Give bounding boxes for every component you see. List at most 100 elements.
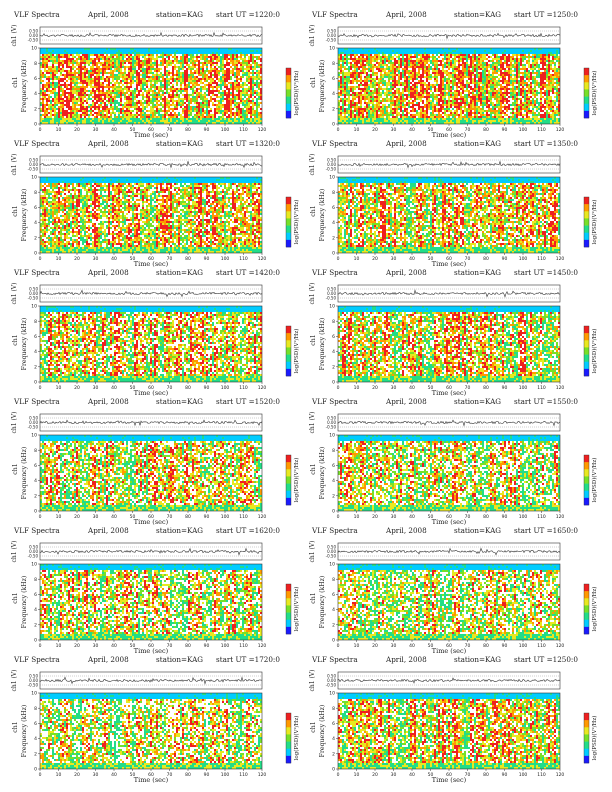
time-tick-label: 100 [519, 385, 528, 391]
colorbar-segment [584, 469, 589, 477]
panel-start-ut: start UT =1550:0 [514, 397, 578, 406]
ch1-trace [39, 419, 263, 427]
colorbar-segment [286, 462, 291, 470]
colorbar-segment [286, 82, 291, 90]
panel-date: April, 2008 [87, 139, 129, 148]
time-tick-label: 40 [409, 127, 415, 133]
time-tick-label: 120 [556, 514, 565, 520]
ch-tick-label: 0.00 [327, 291, 336, 296]
ch-tick-label: 0.00 [327, 678, 336, 683]
time-tick-label: 40 [409, 514, 415, 520]
time-tick-label: 20 [74, 385, 80, 391]
spectrogram-panel: VLF Spectra April, 2008 station=KAG start U… [304, 266, 604, 397]
colorbar-segment [286, 720, 291, 728]
freq-tick-label: 0 [332, 380, 335, 386]
time-tick-label: 90 [502, 256, 508, 262]
time-tick-label: 70 [465, 256, 471, 262]
time-tick-label: 20 [372, 385, 378, 391]
ch-tick-label: -0.50 [326, 554, 337, 559]
colorbar-segment [584, 455, 589, 463]
freq-tick-label: 10 [31, 433, 37, 439]
colorbar-segment [286, 68, 291, 76]
time-tick-label: 50 [130, 385, 136, 391]
panel-date: April, 2008 [87, 10, 129, 19]
freq-tick-label: 2 [332, 235, 335, 241]
colorbar-label: log(PSD)(V²/Hz) [293, 587, 300, 632]
spectrogram-panel: VLF Spectra April, 2008 station=KAG start U… [6, 395, 306, 526]
time-tick-label: 120 [258, 643, 267, 649]
time-tick-label: 90 [502, 772, 508, 778]
panel-start-ut: start UT =1350:0 [514, 139, 578, 148]
ch-axis-label: ch1 (V) [309, 541, 316, 563]
time-tick-label: 0 [39, 643, 42, 649]
colorbar-segment [286, 368, 291, 377]
colorbar-segment [286, 347, 291, 355]
time-axis-label: Time (sec) [134, 776, 169, 784]
colorbar-segment [584, 720, 589, 728]
time-tick-label: 90 [204, 643, 210, 649]
panel-station: station=KAG [156, 526, 203, 535]
spectrogram-panel: VLF Spectra April, 2008 station=KAG start U… [304, 395, 604, 526]
time-tick-label: 110 [239, 772, 248, 778]
ch-tick-label: 0.50 [29, 287, 38, 292]
freq-tick-label: 10 [329, 562, 335, 568]
panel-station: station=KAG [156, 268, 203, 277]
time-tick-label: 110 [537, 385, 546, 391]
spectrogram-panel: VLF Spectra April, 2008 station=KAG start U… [6, 653, 306, 784]
colorbar-segment [584, 204, 589, 212]
trace-frame [39, 284, 263, 303]
colorbar-frame [583, 325, 590, 377]
freq-axis-prefix: ch1 [310, 592, 317, 603]
freq-axis-prefix: ch1 [12, 334, 19, 345]
freq-tick-label: 10 [329, 304, 335, 310]
time-tick-label: 70 [167, 256, 173, 262]
spectrogram-panel: VLF Spectra April, 2008 station=KAG start U… [6, 137, 306, 268]
time-tick-label: 70 [167, 385, 173, 391]
colorbar-segment [286, 103, 291, 112]
trace-frame [39, 155, 263, 174]
colorbar-frame [583, 583, 590, 635]
colorbar-label: log(PSD)(V²/Hz) [293, 329, 300, 374]
colorbar-segment [584, 239, 589, 248]
colorbar-label: log(PSD)(V²/Hz) [591, 458, 598, 503]
time-tick-label: 80 [185, 643, 191, 649]
time-axis-label: Time (sec) [134, 518, 169, 526]
colorbar-segment [584, 110, 589, 119]
ch-axis-label: ch1 (V) [309, 412, 316, 434]
time-tick-label: 20 [74, 514, 80, 520]
time-tick-label: 10 [354, 256, 360, 262]
panel-svg: VLF Spectra April, 2008 station=KAG start U… [11, 139, 300, 268]
colorbar-segment [286, 584, 291, 592]
panel-svg: VLF Spectra April, 2008 station=KAG start U… [309, 268, 598, 397]
colorbar-segment [286, 612, 291, 621]
freq-tick-label: 0 [332, 509, 335, 515]
freq-tick-label: 6 [332, 205, 335, 211]
ch1-trace [39, 676, 263, 685]
ch-axis-label: ch1 (V) [11, 541, 18, 563]
colorbar-segment [286, 232, 291, 241]
panel-svg: VLF Spectra April, 2008 station=KAG start U… [11, 526, 300, 655]
time-tick-label: 40 [409, 256, 415, 262]
panel-date: April, 2008 [87, 397, 129, 406]
freq-tick-label: 6 [332, 334, 335, 340]
freq-tick-label: 8 [34, 577, 37, 583]
ch-tick-label: -0.50 [28, 296, 39, 301]
colorbar-frame [285, 325, 292, 377]
panel-start-ut: start UT =1250:0 [514, 10, 578, 19]
ch-axis-label: ch1 (V) [11, 283, 18, 305]
colorbar-segment [286, 727, 291, 735]
freq-tick-label: 4 [34, 736, 37, 742]
freq-axis-prefix: ch1 [310, 76, 317, 87]
freq-tick-label: 4 [332, 220, 335, 226]
colorbar-segment [286, 591, 291, 599]
spectrogram-panel: VLF Spectra April, 2008 station=KAG start U… [6, 524, 306, 655]
colorbar-segment [286, 211, 291, 219]
spectrogram-panel: VLF Spectra April, 2008 station=KAG start U… [304, 137, 604, 268]
freq-tick-label: 10 [329, 175, 335, 181]
colorbar-segment [584, 476, 589, 484]
time-tick-label: 10 [56, 514, 62, 520]
ch-axis-label: ch1 (V) [11, 154, 18, 176]
ch-tick-label: 0.00 [29, 678, 38, 683]
colorbar-frame [285, 583, 292, 635]
spectrogram-cells [338, 48, 560, 124]
